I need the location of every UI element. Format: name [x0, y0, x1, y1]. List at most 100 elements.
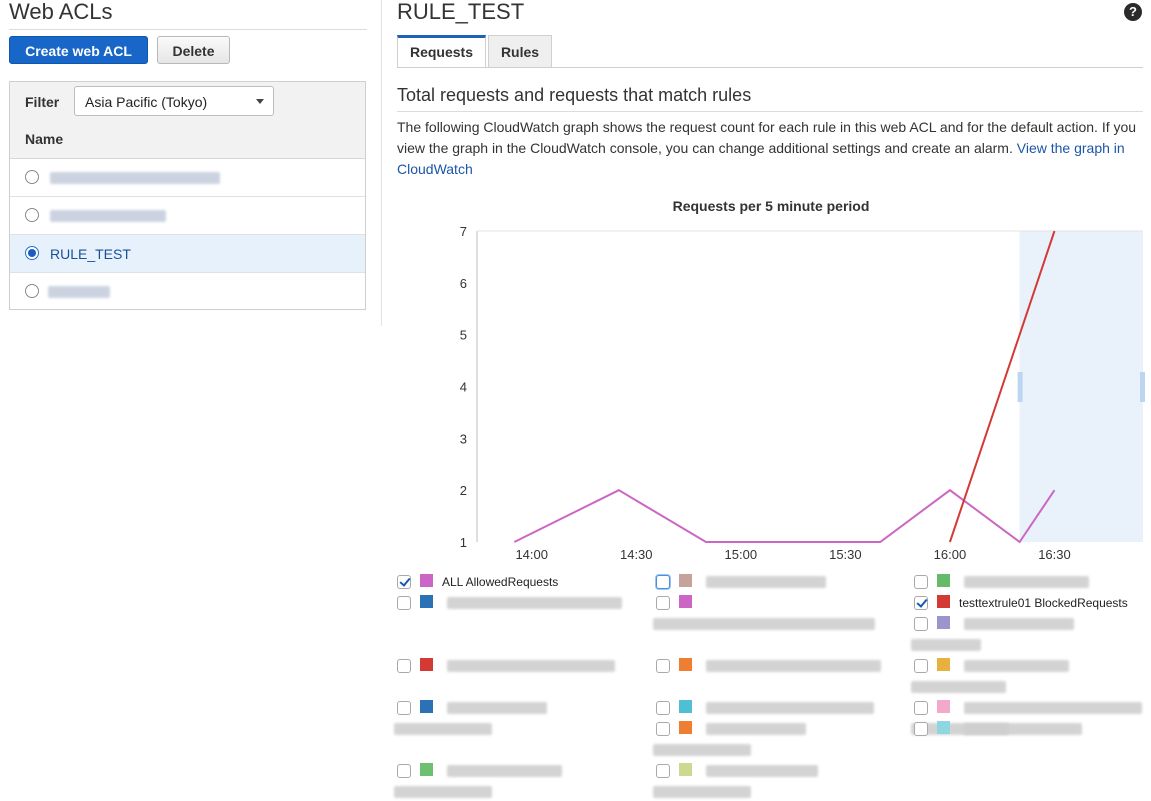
acl-row[interactable]: [10, 273, 365, 311]
x-tick-label: 15:30: [829, 547, 862, 562]
acl-radio-selected[interactable]: [25, 246, 39, 260]
name-header-label: Name: [25, 131, 64, 147]
acl-radio[interactable]: [25, 208, 39, 222]
acl-name[interactable]: RULE_TEST: [50, 246, 131, 262]
acl-row-selected[interactable]: RULE_TEST: [10, 235, 365, 273]
acl-row[interactable]: [10, 159, 365, 197]
legend-checkbox[interactable]: [397, 659, 411, 673]
legend-color-swatch: [420, 574, 433, 587]
legend-color-swatch: [937, 574, 950, 587]
filter-label: Filter: [25, 94, 60, 110]
legend-label: ALL AllowedRequests: [442, 575, 559, 589]
redacted-legend-label-wrap: [653, 618, 875, 630]
section-divider: [397, 111, 1143, 112]
y-tick-label: 1: [460, 535, 467, 550]
redacted-legend-label: [964, 660, 1069, 672]
legend-color-swatch: [679, 700, 692, 713]
legend-checkbox[interactable]: [656, 575, 670, 589]
legend-color-swatch: [937, 616, 950, 629]
series-line: [513, 488, 1056, 544]
title-divider: [9, 29, 367, 30]
legend-checkbox[interactable]: [914, 596, 928, 610]
legend-color-swatch: [420, 763, 433, 776]
legend-color-swatch: [937, 700, 950, 713]
section-title: Total requests and requests that match r…: [397, 85, 752, 105]
legend-checkbox[interactable]: [914, 575, 928, 589]
x-tick-label: 16:30: [1038, 547, 1071, 562]
redacted-acl-name: [50, 210, 166, 222]
y-tick-label: 2: [460, 483, 467, 498]
redacted-legend-label: [706, 702, 874, 714]
redacted-legend-label: [706, 576, 826, 588]
x-tick-label: 16:00: [934, 547, 967, 562]
tab-rules[interactable]: Rules: [488, 35, 552, 68]
legend-color-swatch: [420, 658, 433, 671]
region-select[interactable]: Asia Pacific (Tokyo): [74, 86, 274, 116]
redacted-legend-label-wrap: [653, 744, 751, 756]
series-line: [948, 230, 1056, 543]
acl-radio[interactable]: [25, 170, 39, 184]
acl-row[interactable]: [10, 197, 365, 235]
x-tick-label: 14:00: [515, 547, 548, 562]
requests-line-chart: 1 2 3 4 5 6 7 14:00 14:30 15:00 15:30 16:00 16:30: [460, 224, 1145, 562]
x-tick-label: 14:30: [620, 547, 653, 562]
legend-checkbox[interactable]: [397, 575, 411, 589]
filter-row: Filter Asia Pacific (Tokyo): [10, 82, 365, 121]
redacted-legend-label: [706, 660, 881, 672]
legend-color-swatch: [420, 595, 433, 608]
legend-checkbox[interactable]: [656, 722, 670, 736]
web-acls-title: Web ACLs: [9, 0, 113, 24]
redacted-legend-label: [447, 702, 547, 714]
redacted-legend-label: [706, 723, 806, 735]
legend-color-swatch: [937, 595, 950, 608]
redacted-legend-label: [964, 723, 1082, 735]
delete-button[interactable]: Delete: [157, 36, 230, 64]
tabs-baseline: [397, 67, 1143, 68]
legend-checkbox[interactable]: [656, 764, 670, 778]
redacted-legend-label-wrap: [394, 786, 492, 798]
redacted-legend-label: [447, 597, 622, 609]
legend-color-swatch: [679, 595, 692, 608]
legend-checkbox[interactable]: [656, 701, 670, 715]
y-tick-label: 3: [460, 431, 467, 446]
legend-color-swatch: [679, 763, 692, 776]
legend-color-swatch: [679, 574, 692, 587]
panel-divider: [381, 0, 382, 326]
redacted-legend-label: [447, 765, 562, 777]
legend-color-swatch: [937, 658, 950, 671]
legend-checkbox[interactable]: [397, 764, 411, 778]
create-web-acl-button[interactable]: Create web ACL: [9, 36, 148, 64]
chevron-down-icon: [256, 99, 264, 104]
legend-checkbox[interactable]: [914, 701, 928, 715]
redacted-legend-label: [964, 702, 1142, 714]
legend-checkbox[interactable]: [914, 617, 928, 631]
redacted-legend-label: [964, 576, 1089, 588]
highlight-band: [1019, 231, 1143, 542]
region-select-value: Asia Pacific (Tokyo): [85, 94, 208, 110]
legend-checkbox[interactable]: [656, 659, 670, 673]
legend-checkbox[interactable]: [656, 596, 670, 610]
redacted-legend-label-wrap: [911, 681, 1006, 693]
y-tick-label: 6: [460, 276, 467, 291]
view-in-cloudwatch-link[interactable]: View the graph in CloudWatch: [397, 140, 1125, 177]
y-tick-label: 7: [460, 224, 467, 239]
legend-checkbox[interactable]: [914, 659, 928, 673]
legend-checkbox[interactable]: [397, 596, 411, 610]
redacted-legend-label: [447, 660, 615, 672]
acl-radio[interactable]: [25, 284, 39, 298]
redacted-acl-name: [48, 286, 110, 298]
legend-color-swatch: [937, 721, 950, 734]
redacted-legend-label-wrap: [394, 723, 492, 735]
description-text: The following CloudWatch graph shows the…: [397, 119, 1137, 156]
name-column-header: Name: [10, 120, 365, 159]
legend-checkbox[interactable]: [397, 701, 411, 715]
band-handle-right: [1140, 372, 1145, 402]
acl-detail-title: RULE_TEST: [397, 0, 525, 24]
legend-checkbox[interactable]: [914, 722, 928, 736]
legend-color-swatch: [679, 721, 692, 734]
tab-requests[interactable]: Requests: [397, 35, 486, 68]
legend-color-swatch: [679, 658, 692, 671]
description: The following CloudWatch graph shows the…: [397, 117, 1147, 180]
help-icon[interactable]: ?: [1124, 3, 1142, 21]
redacted-legend-label-wrap: [653, 786, 751, 798]
